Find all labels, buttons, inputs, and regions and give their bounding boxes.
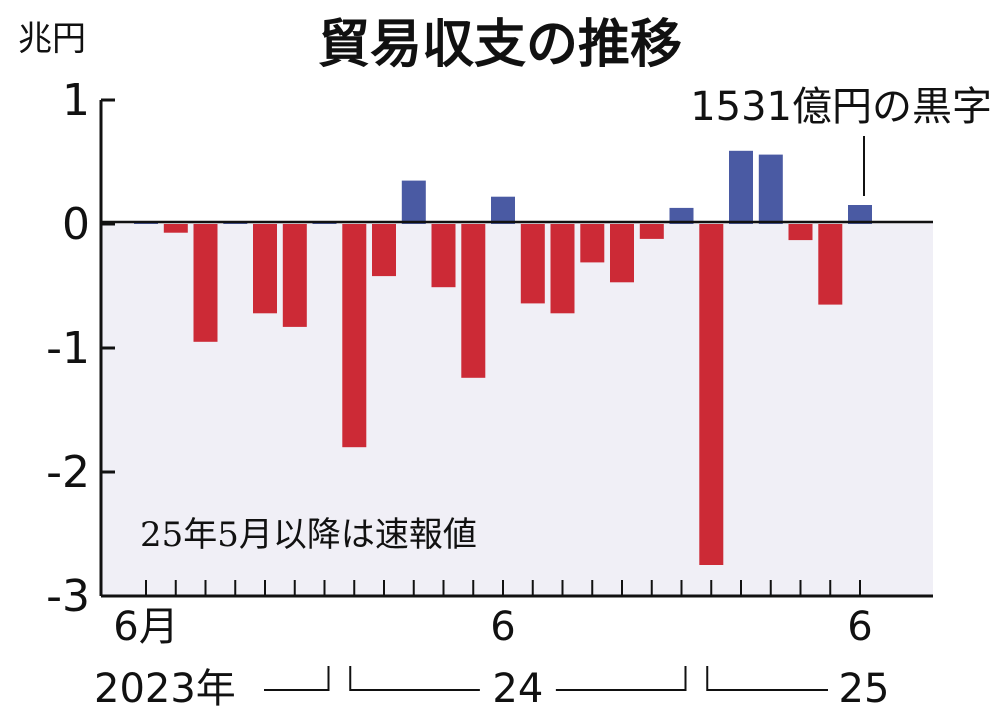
bar-2025-01 bbox=[699, 224, 724, 565]
year-bracket bbox=[706, 666, 828, 691]
bar-2024-04 bbox=[431, 224, 456, 288]
chart-title: 貿易収支の推移 bbox=[318, 15, 682, 75]
bar-2024-06 bbox=[491, 196, 515, 224]
bar-2023-08 bbox=[193, 224, 218, 342]
y-tick-label: 0 bbox=[62, 199, 90, 250]
x-tick-label: 6月 bbox=[113, 604, 178, 650]
year-brackets: 2023年 24 25 bbox=[94, 666, 889, 712]
year-bracket-right bbox=[555, 666, 687, 691]
unit-label: 兆円 bbox=[18, 19, 86, 59]
bar-2023-07 bbox=[163, 224, 188, 233]
bar-2025-05 bbox=[818, 224, 843, 305]
bar-2024-09 bbox=[580, 224, 605, 263]
bars bbox=[134, 150, 872, 565]
surplus-annotation: 1531億円の黒字 bbox=[690, 84, 992, 130]
x-tick-label: 6 bbox=[490, 604, 515, 650]
y-tick-label: -1 bbox=[46, 323, 90, 374]
bar-2024-07 bbox=[520, 224, 545, 304]
y-ticks: 1 0 -1 -2 -3 bbox=[46, 75, 115, 622]
bar-2024-02 bbox=[372, 224, 396, 277]
bar-2023-11 bbox=[282, 224, 307, 327]
year-label: 24 bbox=[492, 666, 543, 712]
year-bracket bbox=[264, 666, 330, 691]
y-tick-label: 1 bbox=[62, 75, 90, 126]
x-ticks: 6月 6 6 bbox=[113, 580, 873, 650]
data-note: 25年5月以降は速報値 bbox=[140, 515, 477, 555]
bar-2024-08 bbox=[550, 224, 575, 314]
x-tick-label: 6 bbox=[847, 604, 872, 650]
bar-2024-11 bbox=[639, 224, 664, 239]
bar-2025-04 bbox=[788, 224, 813, 241]
year-label: 25 bbox=[839, 666, 890, 712]
y-tick-label: -2 bbox=[46, 447, 90, 498]
bar-2024-03 bbox=[401, 180, 426, 224]
bar-2025-03 bbox=[758, 154, 783, 224]
bar-2024-10 bbox=[610, 224, 634, 283]
bar-2024-05 bbox=[461, 224, 486, 378]
negative-region-background bbox=[101, 222, 933, 596]
bar-2024-01 bbox=[342, 224, 367, 448]
bar-2023-10 bbox=[253, 224, 277, 314]
bar-2025-02 bbox=[729, 150, 753, 224]
y-tick-label: -3 bbox=[46, 571, 90, 622]
bar-2024-12 bbox=[669, 207, 694, 224]
year-label: 2023年 bbox=[94, 666, 236, 712]
bar-2025-06 bbox=[848, 205, 872, 224]
year-bracket-left bbox=[349, 666, 480, 691]
